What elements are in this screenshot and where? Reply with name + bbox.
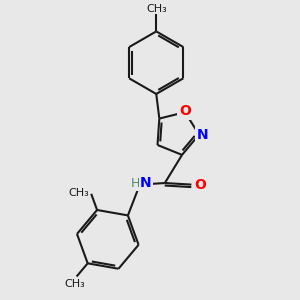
Text: O: O <box>194 178 206 192</box>
Text: O: O <box>179 103 191 118</box>
Text: CH₃: CH₃ <box>146 4 166 14</box>
Text: N: N <box>140 176 152 190</box>
Text: CH₃: CH₃ <box>65 279 85 289</box>
Text: N: N <box>197 128 208 142</box>
Text: H: H <box>131 177 140 190</box>
Text: CH₃: CH₃ <box>68 188 89 198</box>
